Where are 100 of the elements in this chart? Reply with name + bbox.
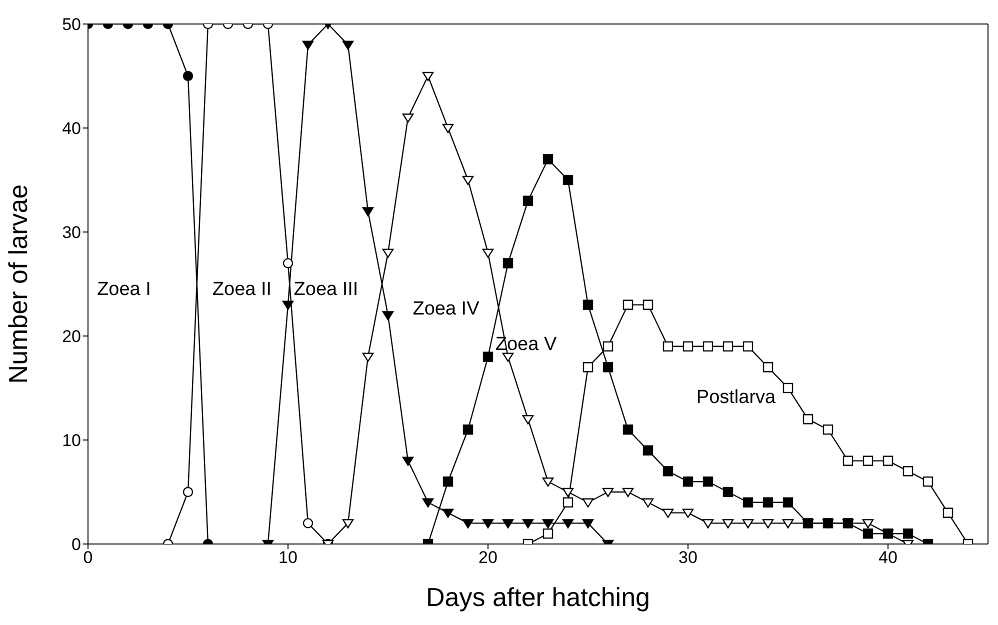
point	[562, 488, 574, 498]
point	[602, 488, 614, 498]
point	[762, 362, 774, 372]
point	[382, 248, 394, 258]
point	[722, 341, 734, 352]
point	[482, 248, 494, 258]
point	[902, 466, 914, 476]
point	[522, 519, 534, 528]
point	[782, 497, 794, 508]
point	[402, 114, 414, 123]
point	[442, 124, 454, 134]
point	[622, 424, 634, 435]
point	[462, 176, 474, 186]
point	[662, 466, 674, 476]
point	[722, 486, 734, 498]
point	[662, 341, 674, 352]
point	[602, 341, 614, 352]
point	[742, 341, 754, 352]
series-label: Zoea III	[294, 278, 358, 300]
point	[562, 497, 574, 508]
point	[722, 519, 734, 528]
y-tick-label: 30	[62, 223, 81, 242]
point	[562, 519, 574, 528]
point	[422, 498, 434, 508]
point	[582, 519, 594, 528]
point	[682, 508, 694, 518]
y-axis-title: Number of larvae	[3, 184, 34, 384]
point	[782, 382, 794, 394]
point	[602, 362, 614, 372]
point	[682, 341, 694, 352]
point	[282, 300, 294, 310]
point	[362, 352, 374, 362]
point	[742, 519, 754, 528]
y-tick-label: 50	[62, 15, 81, 34]
point	[542, 478, 554, 487]
point	[942, 508, 954, 518]
point	[622, 488, 634, 498]
point	[582, 300, 594, 310]
y-tick-label: 10	[62, 431, 81, 450]
point	[642, 498, 654, 508]
point	[182, 70, 194, 82]
point	[902, 528, 914, 539]
point	[702, 476, 714, 487]
point	[302, 518, 314, 528]
point	[882, 456, 894, 466]
y-tick-label: 0	[72, 535, 81, 554]
point	[542, 528, 554, 539]
x-tick-label: 30	[678, 548, 698, 568]
series-label: Postlarva	[696, 387, 776, 408]
point	[642, 445, 654, 456]
point	[482, 352, 494, 362]
point	[422, 72, 434, 82]
point	[342, 519, 354, 528]
x-axis-title: Days after hatching	[426, 582, 650, 612]
point	[542, 519, 554, 528]
point	[702, 519, 714, 528]
point	[662, 508, 674, 518]
point	[562, 174, 574, 186]
point	[642, 300, 654, 310]
point	[342, 40, 354, 50]
point	[462, 519, 474, 528]
point	[502, 258, 514, 268]
point	[682, 476, 694, 487]
y-tick-label: 20	[62, 327, 81, 346]
point	[442, 508, 454, 518]
point	[582, 362, 594, 372]
point	[282, 258, 294, 268]
x-tick-label: 40	[878, 548, 898, 568]
point	[822, 424, 834, 435]
point	[402, 456, 414, 466]
point	[802, 414, 814, 424]
point	[522, 415, 534, 424]
point	[382, 311, 394, 320]
x-tick-label: 0	[83, 548, 93, 568]
series-label: Zoea IV	[412, 298, 480, 320]
point	[862, 456, 874, 466]
point	[762, 519, 774, 528]
point	[582, 498, 594, 508]
point	[862, 519, 874, 528]
point	[922, 476, 934, 487]
point	[542, 154, 554, 164]
point	[762, 497, 774, 508]
point	[482, 519, 494, 528]
point	[622, 300, 634, 310]
point	[702, 341, 714, 352]
x-tick-label: 10	[278, 548, 298, 568]
point	[302, 40, 314, 50]
point	[462, 424, 474, 435]
series-label: Zoea II	[212, 278, 272, 300]
x-tick-label: 20	[478, 548, 498, 568]
point	[782, 519, 794, 528]
point	[442, 476, 454, 487]
point	[862, 528, 874, 539]
point	[502, 352, 514, 362]
point	[742, 497, 754, 508]
point	[522, 196, 534, 206]
text: Zoea I	[97, 278, 151, 300]
point	[362, 207, 374, 216]
point	[502, 519, 514, 528]
y-tick-label: 40	[62, 119, 81, 138]
